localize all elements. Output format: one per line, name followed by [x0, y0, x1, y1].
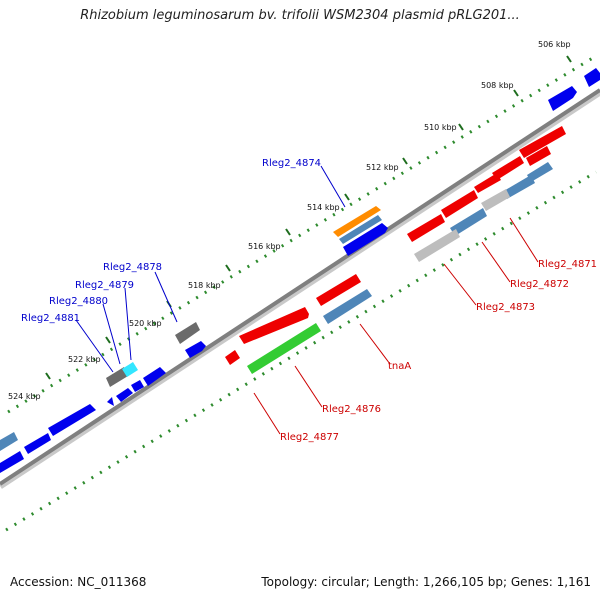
gene-feature[interactable]: [481, 189, 510, 211]
leader-rleg2-4874: [320, 165, 346, 208]
gene-label-rleg2-4879[interactable]: Rleg2_4879: [75, 280, 134, 291]
gene-feature[interactable]: [333, 206, 381, 237]
gene-feature[interactable]: [143, 367, 166, 386]
gene-feature[interactable]: [175, 322, 200, 344]
gene-feature[interactable]: [48, 404, 96, 436]
gene-feature[interactable]: [339, 215, 382, 244]
gene-label-rleg2-4872[interactable]: Rleg2_4872: [510, 279, 569, 290]
gene-label-rleg2-4878[interactable]: Rleg2_4878: [103, 262, 162, 273]
inner-dotted-track: [5, 170, 597, 532]
gene-feature[interactable]: [584, 68, 600, 87]
gene-feature[interactable]: [122, 362, 138, 377]
tick-mark-508: [513, 89, 519, 97]
tick-label-506: 506 kbp: [538, 40, 571, 49]
leader-rleg2-4878: [154, 271, 178, 323]
tick-mark-510: [458, 123, 464, 131]
gene-label-rleg2-4871[interactable]: Rleg2_4871: [538, 259, 597, 270]
tick-label-516: 516 kbp: [248, 242, 281, 251]
gene-feature[interactable]: [343, 223, 388, 256]
leader-rleg2-4876: [294, 365, 323, 408]
gene-label-rleg2-4881[interactable]: Rleg2_4881: [21, 313, 80, 324]
reverse-genes: [225, 126, 566, 374]
tick-mark-518: [225, 264, 231, 272]
tick-label-512: 512 kbp: [366, 163, 399, 172]
leader-rleg2-4877: [253, 392, 281, 435]
gene-feature[interactable]: [519, 126, 566, 158]
gene-label-rleg2-4876[interactable]: Rleg2_4876: [322, 404, 381, 415]
gene-feature[interactable]: [502, 175, 535, 199]
tick-label-508: 508 kbp: [481, 81, 514, 90]
leader-rleg2-4881: [75, 319, 114, 373]
tick-label-520: 520 kbp: [129, 319, 162, 328]
tick-label-518: 518 kbp: [188, 281, 221, 290]
tick-mark-506: [566, 55, 572, 63]
gene-feature[interactable]: [323, 289, 372, 324]
tick-mark-514: [344, 193, 350, 201]
gene-feature[interactable]: [0, 451, 24, 473]
gene-label-rleg2-4874[interactable]: Rleg2_4874: [262, 158, 321, 169]
gene-feature[interactable]: [107, 397, 114, 406]
tick-label-510: 510 kbp: [424, 123, 457, 132]
gene-feature[interactable]: [185, 341, 206, 358]
gene-feature[interactable]: [474, 173, 501, 193]
leader-rleg2-4873: [443, 263, 477, 306]
gene-feature[interactable]: [407, 214, 445, 242]
gene-feature[interactable]: [414, 229, 460, 262]
leader-rleg2-4872: [481, 241, 511, 283]
tick-label-522: 522 kbp: [68, 355, 101, 364]
gene-feature[interactable]: [492, 156, 524, 180]
tick-mark-516: [285, 228, 291, 236]
gene-feature[interactable]: [106, 367, 128, 387]
gene-feature[interactable]: [131, 380, 144, 392]
gene-label-rleg2-4873[interactable]: Rleg2_4873: [476, 302, 535, 313]
gene-feature[interactable]: [548, 86, 577, 111]
leader-tnaA: [359, 323, 391, 365]
summary-text: Topology: circular; Length: 1,266,105 bp…: [261, 575, 591, 589]
accession-text: Accession: NC_011368: [10, 575, 147, 589]
gene-label-tnaA[interactable]: tnaA: [388, 361, 411, 372]
gene-feature[interactable]: [316, 274, 361, 306]
leader-rleg2-4871: [509, 217, 539, 263]
map-title: Rhizobium leguminosarum bv. trifolii WSM…: [80, 8, 520, 23]
tick-mark-512: [402, 157, 408, 165]
gene-feature[interactable]: [526, 146, 551, 166]
gene-feature[interactable]: [441, 190, 478, 218]
gene-feature[interactable]: [527, 162, 553, 182]
tick-label-514: 514 kbp: [307, 203, 340, 212]
gene-feature[interactable]: [24, 433, 51, 454]
gene-feature[interactable]: [225, 350, 240, 365]
gene-feature[interactable]: [0, 432, 18, 451]
gene-label-rleg2-4880[interactable]: Rleg2_4880: [49, 296, 108, 307]
leader-rleg2-4879: [124, 287, 132, 361]
backbone: [0, 88, 600, 486]
tick-label-524: 524 kbp: [8, 392, 41, 401]
gene-feature[interactable]: [116, 388, 133, 402]
gene-feature[interactable]: [450, 208, 487, 236]
leader-rleg2-4880: [102, 303, 121, 365]
tick-mark-524: [45, 372, 51, 380]
tick-mark-522: [105, 336, 111, 344]
gene-feature[interactable]: [239, 307, 309, 344]
label-leader-lines: [75, 165, 539, 435]
forward-genes: [0, 68, 600, 473]
gene-feature[interactable]: [247, 323, 321, 374]
gene-label-rleg2-4877[interactable]: Rleg2_4877: [280, 432, 339, 443]
